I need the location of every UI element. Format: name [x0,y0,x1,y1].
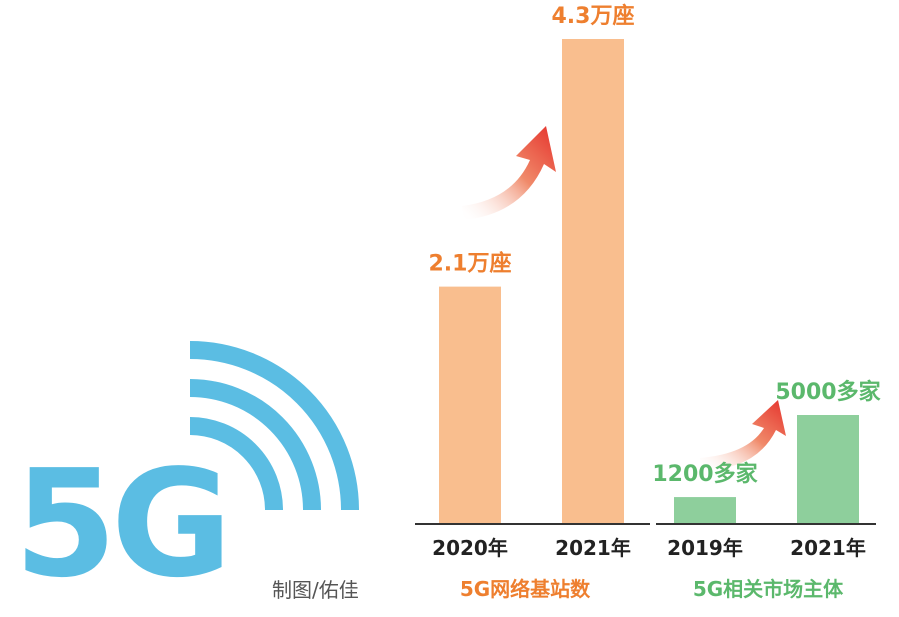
x-tick-label: 2020年 [432,536,508,560]
bar-2020年 [439,286,501,523]
credit-text: 制图/佑佳 [272,578,359,602]
chart-title-market-entities: 5G相关市场主体 [693,577,844,601]
5g-logo-text: 5G [14,438,226,610]
chart-title-base-stations: 5G网络基站数 [460,577,591,601]
market-entity-chart: 1200多家 2019年 5000多家 2021年 [652,379,881,560]
bar-2021年 [562,39,624,523]
x-tick-label: 2019年 [667,536,743,560]
data-label: 1200多家 [652,461,758,487]
bar-2021年 [797,415,859,523]
growth-arrow-icon [462,126,556,220]
data-label: 4.3万座 [552,3,635,29]
data-label: 5000多家 [775,379,881,405]
signal-waves-icon [189,341,359,511]
data-label: 2.1万座 [429,251,512,277]
x-tick-label: 2021年 [555,536,631,560]
base-station-chart: 2.1万座 2020年 4.3万座 2021年 [415,3,650,560]
bar-2019年 [674,497,736,523]
x-tick-label: 2021年 [790,536,866,560]
growth-arrow-icon [700,400,786,470]
